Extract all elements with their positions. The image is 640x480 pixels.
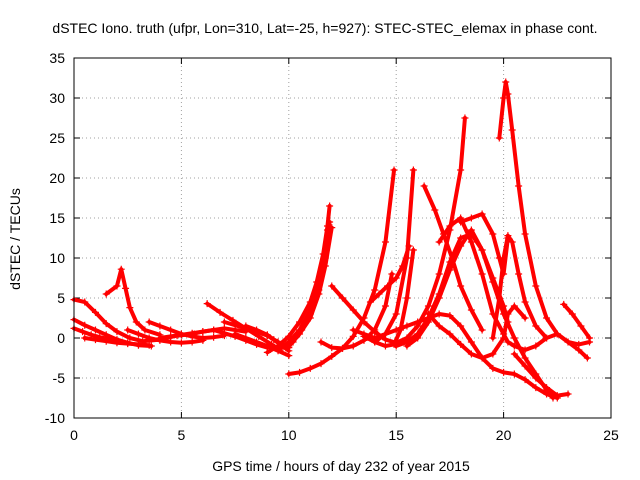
series-trace [368, 244, 412, 304]
series-32 [495, 78, 594, 348]
series-point-markers [366, 242, 413, 306]
series-trace [372, 312, 560, 400]
series-24 [371, 310, 561, 402]
y-tick-label: 35 [49, 50, 65, 66]
x-tick-label: 5 [178, 427, 186, 443]
series-point-markers [285, 166, 398, 378]
y-tick-label: 10 [49, 250, 65, 266]
y-tick-label: 15 [49, 210, 65, 226]
series-point-markers [403, 226, 512, 350]
series-trace [104, 267, 162, 337]
series-31 [489, 232, 551, 342]
y-tick-label: -10 [45, 410, 65, 426]
series-trace [329, 116, 467, 345]
y-tick-label: 0 [57, 330, 65, 346]
series-26 [403, 226, 512, 350]
y-tick-label: 25 [49, 130, 65, 146]
series-23 [366, 242, 413, 306]
series-17 [289, 218, 334, 346]
series-point-markers [495, 78, 594, 348]
x-axis-label: GPS time / hours of day 232 of year 2015 [212, 458, 470, 474]
series-19 [317, 270, 396, 352]
series-point-markers [560, 300, 594, 342]
y-tick-label: 30 [49, 90, 65, 106]
y-tick-label: 20 [49, 170, 65, 186]
y-tick-label: -5 [53, 370, 66, 386]
series-trace [490, 233, 549, 340]
series-27 [420, 182, 486, 334]
series-point-markers [510, 350, 572, 400]
data-series [70, 78, 594, 402]
x-tick-label: 0 [70, 427, 78, 443]
series-28 [424, 302, 529, 362]
series-trace [233, 332, 291, 358]
x-tick-label: 20 [496, 427, 512, 443]
x-tick-label: 15 [388, 427, 404, 443]
series-4 [81, 334, 153, 349]
y-axis-label: dSTEC / TECUs [7, 188, 23, 290]
x-tick-label: 25 [603, 427, 619, 443]
series-trace [561, 302, 592, 340]
x-tick-label: 10 [281, 427, 297, 443]
series-33 [510, 350, 572, 400]
plot-frame [73, 57, 612, 419]
series-trace [291, 220, 332, 344]
chart-title: dSTEC Iono. truth (ufpr, Lon=310, Lat=-2… [52, 20, 597, 36]
series-point-markers [489, 232, 551, 342]
series-point-markers [289, 218, 334, 346]
series-34 [560, 300, 594, 342]
series-trace [458, 212, 510, 276]
y-tick-label: 5 [57, 290, 65, 306]
series-point-markers [81, 334, 153, 349]
